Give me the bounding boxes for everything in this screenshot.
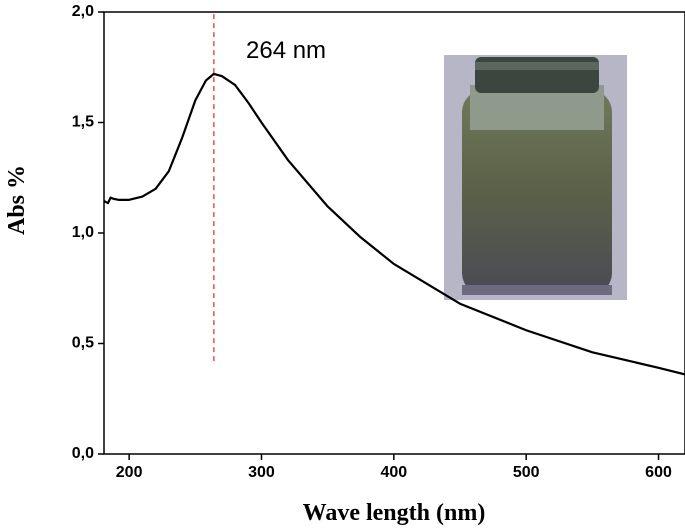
y-axis-title: Abs % [4,165,30,235]
y-tick-label: 1,0 [72,224,94,241]
x-tick-label: 500 [513,464,540,481]
y-tick-label: 1,5 [72,114,94,131]
x-tick-label: 300 [248,464,275,481]
x-axis-title: Wave length (nm) [303,500,486,526]
annotation: 264 nm [246,37,326,64]
y-tick-label: 0,5 [72,335,94,352]
x-tick-label: 200 [116,464,143,481]
spectrum-line [103,72,685,376]
y-tick-label: 2,0 [72,3,94,20]
x-tick-label: 400 [380,464,407,481]
x-tick-label: 600 [645,464,672,481]
y-tick-label: 0,0 [72,445,94,462]
photo [444,55,627,300]
